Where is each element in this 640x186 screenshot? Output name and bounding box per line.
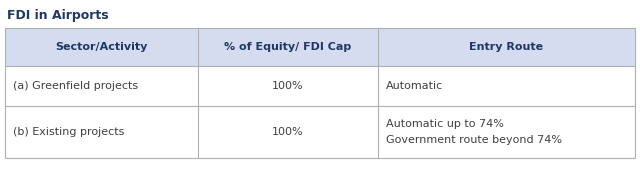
Text: Automatic up to 74%
Government route beyond 74%: Automatic up to 74% Government route bey… [386, 119, 562, 145]
Text: (a) Greenfield projects: (a) Greenfield projects [13, 81, 138, 91]
Bar [5, 106, 635, 158]
Text: Entry Route: Entry Route [469, 42, 543, 52]
Text: FDI in Airports: FDI in Airports [7, 9, 109, 22]
Text: 100%: 100% [272, 127, 304, 137]
Bar [5, 66, 635, 106]
Text: 100%: 100% [272, 81, 304, 91]
Text: Automatic: Automatic [386, 81, 444, 91]
Text: % of Equity/ FDI Cap: % of Equity/ FDI Cap [225, 42, 351, 52]
Text: (b) Existing projects: (b) Existing projects [13, 127, 124, 137]
Text: Sector/Activity: Sector/Activity [55, 42, 148, 52]
Bar [5, 28, 635, 158]
Bar [5, 28, 635, 66]
